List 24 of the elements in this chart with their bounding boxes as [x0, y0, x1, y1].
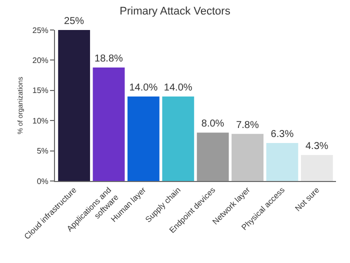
bar [162, 96, 194, 181]
data-label: 7.8% [236, 120, 259, 131]
bar [300, 155, 333, 181]
y-tick-label: 10% [32, 116, 48, 126]
y-tick-label: 15% [32, 86, 48, 96]
bar [58, 30, 90, 181]
bar [92, 67, 125, 181]
data-label: 18.8% [94, 53, 123, 64]
bar [232, 134, 264, 181]
bar [266, 142, 298, 181]
data-label: 6.3% [270, 128, 294, 140]
data-label: 8.0% [201, 118, 224, 130]
bar [196, 132, 229, 181]
y-tick-label: 25% [32, 26, 48, 35]
y-tick-label: 0% [36, 176, 48, 186]
y-tick-label: 20% [32, 56, 48, 65]
data-label: 4.3% [305, 141, 328, 152]
data-label: 14.0% [129, 82, 158, 94]
data-label: 14.0% [164, 82, 192, 94]
chart-title: Primary Attack Vectors [120, 5, 231, 18]
y-tick-label: 5% [36, 146, 48, 156]
data-label: 25% [64, 16, 84, 27]
x-tick-label: Not sure [293, 185, 322, 214]
bar [128, 96, 160, 181]
